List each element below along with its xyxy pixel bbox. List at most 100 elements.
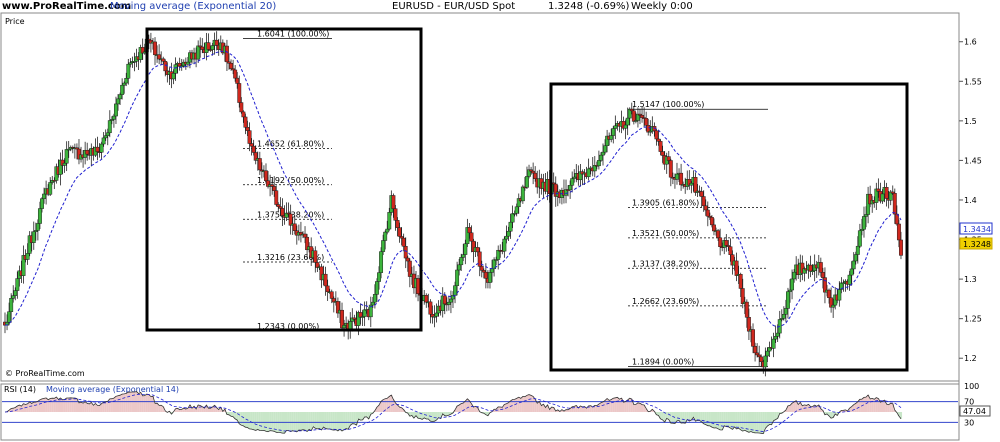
rsi-fill	[186, 408, 189, 412]
rsi-fill	[355, 412, 358, 426]
rsi-fill	[632, 404, 635, 412]
rsi-fill	[686, 412, 689, 420]
rsi-fill	[472, 407, 475, 412]
rsi-fill	[437, 412, 440, 418]
rsi-fill	[160, 405, 163, 412]
y-tick-label: 1.3	[964, 275, 977, 284]
rsi-fill	[484, 412, 487, 415]
rsi-fill	[517, 397, 520, 412]
rsi-fill	[338, 412, 342, 430]
rsi-fill	[591, 407, 594, 412]
rsi-fill	[669, 412, 672, 424]
fib-level-label: 1.3137 (38.20%)	[632, 259, 699, 268]
rsi-fill	[406, 412, 409, 414]
rsi-fill	[205, 405, 208, 412]
price-panel-label: Price	[5, 17, 25, 26]
rsi-fill	[848, 408, 851, 412]
candle	[126, 58, 131, 85]
rsi-fill	[571, 406, 574, 412]
rsi-fill	[349, 412, 352, 426]
candle	[502, 236, 507, 258]
y-tick-label: 1.55	[964, 77, 982, 86]
rsi-fill	[589, 405, 592, 412]
rsi-fill	[585, 408, 588, 412]
rsi-fill	[373, 410, 376, 412]
candle	[153, 37, 157, 66]
rsi-fill	[408, 412, 411, 417]
rsi-fill	[213, 405, 216, 412]
candle	[416, 274, 421, 302]
rsi-fill	[881, 401, 884, 412]
rsi-fill	[464, 401, 467, 412]
rsi-fill	[256, 412, 259, 430]
rsi-fill	[108, 398, 111, 412]
candle	[564, 179, 568, 204]
rsi-fill	[780, 412, 783, 414]
rsi-fill	[460, 403, 463, 412]
timeframe-label[interactable]: Weekly 0:00	[631, 1, 693, 12]
candle	[340, 302, 344, 331]
rsi-label: RSI (14)	[4, 385, 36, 394]
candle	[379, 247, 384, 279]
rsi-fill	[807, 404, 810, 412]
site-label[interactable]: www.ProRealTime.com	[2, 1, 132, 12]
fib-level-label: 1.3521 (50.00%)	[632, 229, 699, 238]
rsi-fill	[741, 412, 744, 432]
candle	[157, 44, 162, 65]
indicator-label[interactable]: Moving average (Exponential 20)	[110, 1, 277, 12]
analysis-box-2	[549, 82, 909, 372]
rsi-fill	[700, 412, 703, 422]
rsi-fill	[523, 396, 526, 412]
rsi-fill	[55, 396, 58, 412]
candle	[177, 57, 182, 71]
candle	[751, 323, 755, 354]
rsi-fill	[739, 412, 742, 430]
rsi-fill	[893, 410, 896, 412]
candle	[72, 143, 77, 159]
rsi-fill	[706, 412, 709, 426]
candle	[247, 122, 252, 152]
candle	[705, 201, 710, 227]
fib-level-label: 1.1894 (0.00%)	[632, 358, 694, 367]
rsi-fill	[552, 407, 555, 412]
rsi-fill	[419, 412, 422, 419]
rsi-fill	[421, 412, 424, 420]
candle	[520, 184, 525, 204]
rsi-fill	[788, 405, 792, 412]
rsi-fill	[622, 402, 625, 412]
rsi-fill	[384, 398, 387, 412]
rsi-fill	[891, 403, 894, 412]
rsi-fill	[308, 412, 311, 430]
rsi-fill	[219, 407, 222, 412]
candle	[101, 132, 106, 147]
rsi-fill	[799, 402, 802, 412]
rsi-fill	[797, 404, 800, 412]
rsi-fill	[825, 412, 829, 415]
price-change: 1.3248 (-0.69%)	[548, 1, 630, 12]
rsi-fill	[312, 412, 315, 427]
rsi-fill	[340, 412, 344, 431]
rsi-fill	[388, 396, 391, 412]
rsi-fill	[178, 409, 181, 412]
rsi-fill	[90, 402, 93, 412]
rsi-fill	[365, 412, 368, 417]
rsi-fill	[285, 412, 288, 431]
candle	[578, 164, 583, 187]
rsi-fill	[102, 402, 105, 412]
rsi-fill	[791, 403, 794, 412]
rsi-fill	[182, 408, 185, 412]
candle	[862, 206, 866, 238]
candle	[368, 296, 373, 328]
rsi-fill	[688, 412, 691, 422]
rsi-fill	[889, 403, 892, 412]
rsi-fill	[661, 412, 664, 420]
candle	[99, 141, 104, 160]
rsi-fill	[170, 412, 173, 415]
rsi-fill	[842, 410, 845, 412]
candle	[446, 296, 451, 311]
rsi-fill	[67, 397, 70, 412]
rsi-fill	[289, 412, 292, 432]
rsi-fill	[30, 403, 33, 412]
rsi-fill	[614, 397, 617, 412]
